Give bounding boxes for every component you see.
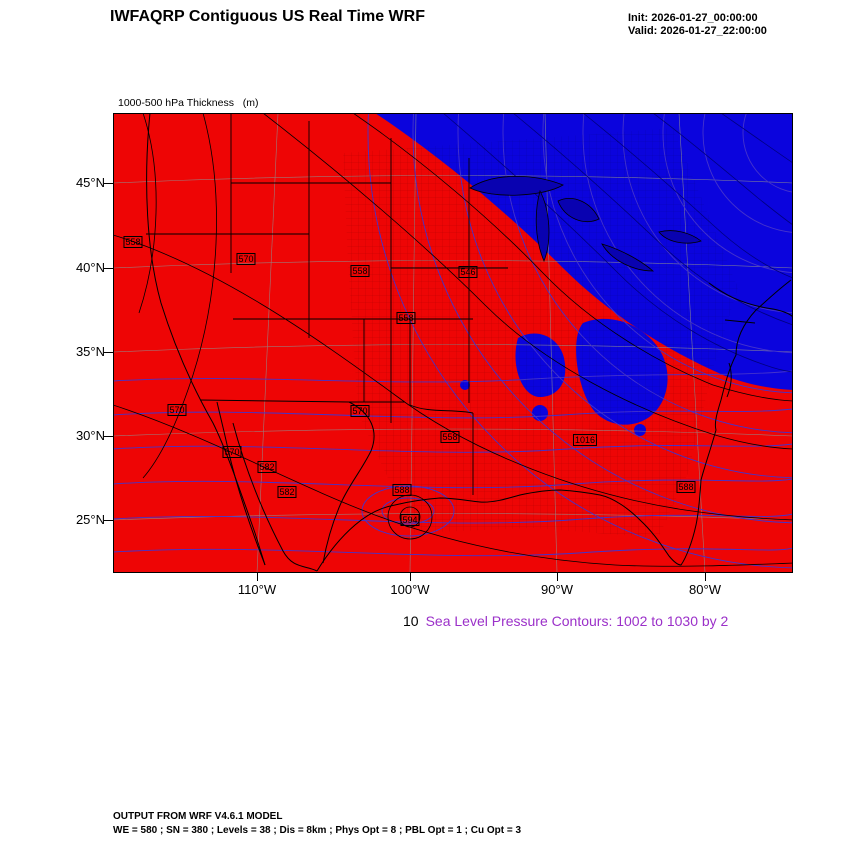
x-tick-90w: 90°W — [541, 582, 573, 597]
y-tickmark — [104, 183, 113, 184]
y-tick-30n: 30°N — [75, 428, 105, 443]
init-time: Init: 2026-01-27_00:00:00 — [628, 12, 758, 24]
valid-time: Valid: 2026-01-27_22:00:00 — [628, 25, 767, 37]
x-tick-80w: 80°W — [689, 582, 721, 597]
y-tick-35n: 35°N — [75, 344, 105, 359]
lake-huron — [557, 198, 600, 223]
state-borders — [146, 113, 508, 495]
y-tickmark — [104, 520, 113, 521]
x-tick-100w: 100°W — [390, 582, 430, 597]
y-tick-40n: 40°N — [75, 260, 105, 275]
footer-model-line: OUTPUT FROM WRF V4.6.1 MODEL — [113, 811, 283, 822]
slp-caption: 10 Sea Level Pressure Contours: 1002 to 1… — [403, 613, 728, 629]
x-tickmark — [410, 573, 411, 581]
plot-title: IWFAQRP Contiguous US Real Time WRF — [110, 8, 425, 25]
model-footer: OUTPUT FROM WRF V4.6.1 MODEL WE = 580 ; … — [113, 810, 521, 838]
slp-caption-text: Sea Level Pressure Contours: 1002 to 103… — [425, 613, 729, 629]
footer-config-line: WE = 580 ; SN = 380 ; Levels = 38 ; Dis … — [113, 825, 522, 836]
map-svg — [113, 113, 793, 573]
slp-caption-prefix: 10 — [403, 613, 419, 629]
lake-michigan — [535, 189, 550, 263]
lake-erie — [601, 243, 655, 272]
coastlines — [146, 113, 793, 572]
legend-thickness-line-1: 1000-500 hPa Thickness (m) — [118, 97, 259, 109]
x-tickmark — [257, 573, 258, 581]
y-tickmark — [104, 436, 113, 437]
great-lakes — [469, 175, 702, 272]
map-canvas: 558 570 558 546 558 570 570 558 570 582 582 588 594 1… — [113, 113, 793, 573]
y-tick-45n: 45°N — [75, 175, 105, 190]
y-tick-25n: 25°N — [75, 512, 105, 527]
init-valid-block: Init: 2026-01-27_00:00:00 Valid: 2026-01… — [628, 12, 767, 38]
county-texture — [343, 128, 738, 538]
y-tickmark — [104, 268, 113, 269]
x-tickmark — [557, 573, 558, 581]
x-tick-110w: 110°W — [237, 582, 277, 597]
lake-ontario — [658, 230, 702, 244]
y-tickmark — [104, 352, 113, 353]
map-frame — [113, 113, 793, 573]
x-tickmark — [705, 573, 706, 581]
